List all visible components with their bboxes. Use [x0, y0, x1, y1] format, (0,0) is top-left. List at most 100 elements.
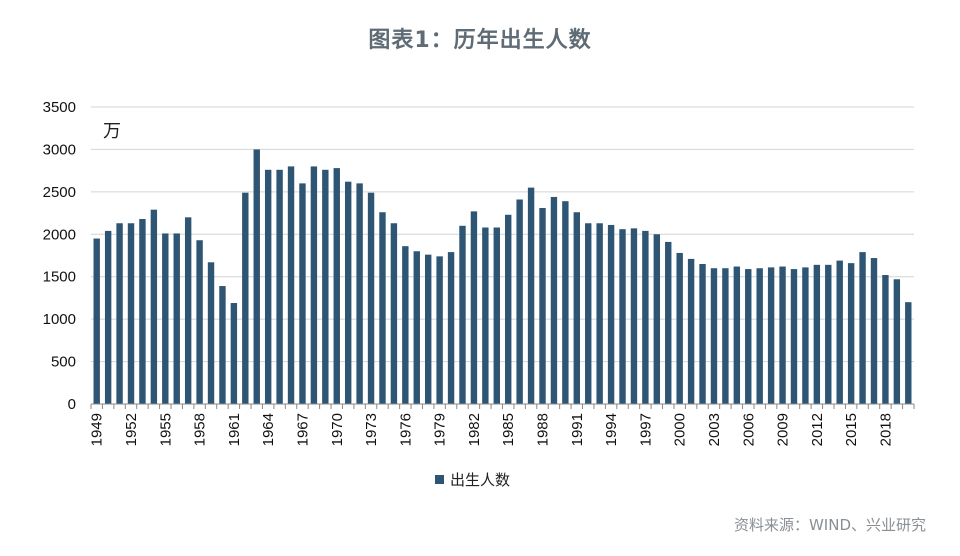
bar	[230, 303, 238, 404]
legend-label: 出生人数	[450, 471, 510, 489]
bar	[482, 227, 489, 404]
bar	[390, 223, 398, 404]
bar	[184, 217, 192, 404]
source-note: 资料来源：WIND、兴业研究	[733, 516, 926, 534]
bar	[527, 187, 535, 404]
bar	[276, 169, 283, 404]
bar	[710, 268, 718, 404]
bar	[676, 252, 683, 404]
bar	[550, 196, 558, 404]
bar	[356, 183, 363, 404]
x-tick-label: 1952	[123, 413, 140, 446]
y-tick-label: 3000	[43, 141, 76, 158]
bar	[344, 181, 352, 404]
y-tick-label: 3500	[43, 99, 76, 116]
bar	[893, 279, 901, 404]
bar	[790, 269, 798, 404]
x-tick-label: 1967	[294, 413, 311, 446]
bar	[882, 275, 889, 404]
x-tick-label: 1997	[637, 413, 654, 446]
bar	[402, 246, 409, 404]
x-axis-tick-labels: 1949 1952 1955 1958 1961 1964 1967 1970 1973 1976…	[89, 413, 895, 446]
bar	[287, 166, 295, 404]
bar	[607, 224, 615, 404]
y-axis-tick-labels: 0 500 1000 1500 2000 2500 3000 3500	[43, 99, 76, 413]
y-tick-label: 1000	[43, 311, 76, 328]
x-tick-label: 1964	[260, 413, 277, 446]
bar	[813, 264, 821, 404]
bar	[905, 302, 912, 404]
bar	[653, 234, 661, 404]
bar	[413, 251, 420, 404]
bar	[493, 227, 500, 404]
bar	[802, 267, 809, 404]
bar	[93, 238, 100, 404]
bar	[367, 192, 375, 404]
bar	[207, 262, 215, 404]
x-tick-label: 2015	[843, 413, 860, 446]
x-tick-label: 2003	[706, 413, 723, 446]
bar-series	[93, 149, 912, 404]
bar	[836, 260, 843, 404]
bar	[756, 268, 763, 404]
bar	[459, 225, 466, 404]
bar	[150, 209, 158, 404]
y-tick-label: 0	[68, 396, 76, 413]
bar	[196, 240, 203, 404]
bar	[173, 233, 180, 404]
bar	[219, 286, 226, 404]
bar	[562, 201, 569, 404]
x-tick-label: 1991	[569, 413, 586, 446]
bar	[139, 219, 146, 404]
bar	[585, 223, 592, 404]
x-tick-label: 1958	[192, 413, 209, 446]
legend-swatch	[435, 475, 444, 484]
bar	[116, 223, 123, 404]
bar	[619, 229, 626, 404]
bar	[722, 268, 729, 404]
bar	[870, 258, 878, 404]
x-tick-label: 1994	[603, 413, 620, 446]
x-tick-label: 1988	[535, 413, 552, 446]
bar	[104, 230, 112, 404]
bar	[379, 212, 386, 404]
x-tick-label: 1955	[157, 413, 174, 446]
bar	[630, 228, 638, 404]
bar	[687, 258, 695, 404]
bar	[242, 192, 249, 404]
x-axis	[90, 403, 915, 409]
x-tick-label: 2000	[672, 413, 689, 446]
bar	[642, 230, 649, 404]
y-tick-label: 1500	[43, 269, 76, 286]
bar	[299, 183, 306, 404]
bar	[665, 241, 672, 404]
bar	[733, 266, 741, 404]
bar	[573, 212, 580, 404]
bar	[779, 266, 786, 404]
bar	[699, 263, 706, 404]
bar	[447, 252, 455, 404]
y-tick-label: 2000	[43, 226, 76, 243]
bar	[264, 169, 272, 404]
bar	[825, 264, 832, 404]
bar	[436, 256, 443, 404]
gridlines	[91, 106, 914, 405]
bar	[859, 252, 866, 404]
bar	[253, 149, 260, 404]
bar	[767, 267, 775, 404]
chart-title: 图表1：历年出生人数	[368, 28, 592, 53]
x-tick-label: 1961	[226, 413, 243, 446]
x-tick-label: 2009	[775, 413, 792, 446]
x-tick-label: 2012	[809, 413, 826, 446]
x-tick-label: 2018	[877, 413, 894, 446]
x-tick-label: 1985	[500, 413, 517, 446]
x-tick-label: 1970	[329, 413, 346, 446]
bar	[847, 263, 855, 404]
bar	[127, 223, 135, 404]
bar	[162, 233, 169, 404]
bar	[470, 211, 478, 404]
x-tick-label: 2006	[740, 413, 757, 446]
bar	[505, 214, 512, 404]
x-tick-label: 1973	[363, 413, 380, 446]
